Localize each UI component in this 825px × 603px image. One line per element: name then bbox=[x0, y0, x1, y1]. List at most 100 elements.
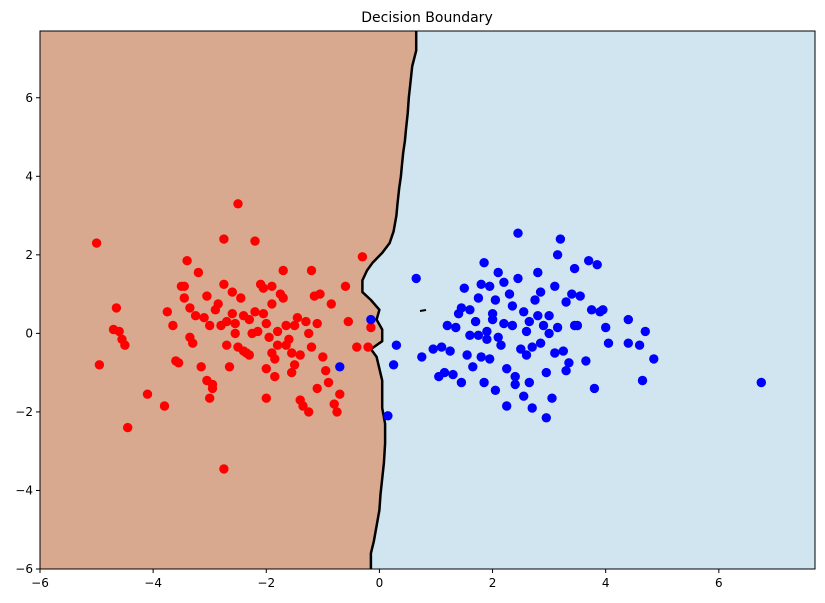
y-tick-label: −4 bbox=[15, 483, 33, 497]
point-red-35 bbox=[224, 362, 235, 372]
point-blue-4 bbox=[391, 340, 402, 350]
point-blue-40 bbox=[519, 307, 529, 317]
point-blue-42 bbox=[524, 316, 534, 327]
point-red-81 bbox=[219, 464, 229, 474]
point-red-65 bbox=[301, 316, 311, 327]
point-blue-13 bbox=[448, 369, 458, 380]
point-blue-48 bbox=[541, 367, 551, 378]
point-blue-0 bbox=[335, 362, 345, 372]
decision-boundary-line bbox=[361, 31, 418, 569]
point-red-100 bbox=[363, 342, 373, 352]
point-blue-6 bbox=[417, 352, 427, 362]
x-tick-label: 0 bbox=[376, 576, 384, 590]
point-blue-85 bbox=[493, 332, 503, 342]
point-red-0 bbox=[91, 238, 102, 248]
point-blue-56 bbox=[564, 358, 574, 368]
point-blue-77 bbox=[541, 413, 551, 423]
point-red-80 bbox=[233, 199, 243, 209]
point-red-74 bbox=[326, 299, 336, 309]
point-red-99 bbox=[357, 252, 368, 262]
point-red-8 bbox=[142, 389, 153, 399]
point-blue-72 bbox=[634, 340, 645, 350]
point-red-82 bbox=[207, 383, 218, 394]
point-red-70 bbox=[315, 289, 325, 299]
point-red-48 bbox=[258, 283, 269, 293]
point-red-72 bbox=[321, 366, 331, 376]
point-blue-65 bbox=[592, 260, 602, 270]
point-blue-3 bbox=[388, 360, 399, 370]
point-red-33 bbox=[219, 279, 229, 289]
point-red-90 bbox=[261, 364, 271, 374]
point-blue-35 bbox=[507, 301, 518, 311]
point-blue-97 bbox=[524, 377, 534, 388]
point-red-96 bbox=[343, 316, 353, 327]
chart-title: Decision Boundary bbox=[361, 10, 492, 26]
point-blue-80 bbox=[502, 364, 512, 374]
point-blue-25 bbox=[479, 377, 489, 388]
point-red-49 bbox=[258, 309, 269, 319]
point-blue-7 bbox=[428, 344, 438, 354]
point-blue-90 bbox=[465, 330, 475, 340]
point-blue-44 bbox=[530, 295, 540, 305]
point-blue-78 bbox=[487, 314, 498, 325]
point-blue-62 bbox=[584, 256, 594, 266]
point-red-101 bbox=[366, 322, 376, 333]
point-red-78 bbox=[267, 299, 277, 309]
point-blue-88 bbox=[544, 328, 554, 339]
point-red-20 bbox=[188, 338, 198, 348]
point-blue-30 bbox=[493, 267, 503, 278]
point-blue-89 bbox=[561, 366, 571, 376]
point-red-45 bbox=[250, 236, 260, 246]
point-blue-46 bbox=[535, 338, 546, 348]
point-red-16 bbox=[182, 256, 192, 266]
point-red-95 bbox=[267, 281, 277, 291]
point-blue-86 bbox=[510, 371, 520, 382]
point-red-92 bbox=[289, 320, 300, 331]
point-red-86 bbox=[304, 407, 314, 417]
point-blue-64 bbox=[589, 383, 600, 394]
point-blue-5 bbox=[411, 273, 421, 284]
point-red-32 bbox=[219, 234, 229, 244]
point-blue-69 bbox=[603, 338, 614, 348]
point-blue-58 bbox=[569, 263, 580, 274]
point-red-51 bbox=[264, 332, 274, 342]
point-red-9 bbox=[159, 401, 170, 411]
point-red-93 bbox=[222, 316, 232, 327]
point-red-23 bbox=[196, 362, 206, 372]
point-blue-57 bbox=[567, 289, 577, 299]
point-blue-54 bbox=[558, 346, 568, 356]
point-blue-47 bbox=[538, 320, 549, 331]
point-red-46 bbox=[253, 326, 263, 337]
point-blue-45 bbox=[533, 267, 543, 278]
point-blue-52 bbox=[552, 250, 563, 260]
point-blue-11 bbox=[442, 320, 452, 331]
point-blue-99 bbox=[490, 295, 501, 305]
point-blue-2 bbox=[383, 411, 393, 421]
point-blue-61 bbox=[581, 356, 591, 366]
point-blue-93 bbox=[533, 311, 543, 321]
point-red-50 bbox=[261, 318, 271, 329]
point-red-18 bbox=[179, 293, 189, 303]
scatter-points bbox=[91, 199, 766, 474]
x-tick-label: 6 bbox=[715, 576, 723, 590]
point-blue-19 bbox=[465, 305, 475, 315]
point-red-88 bbox=[306, 265, 317, 276]
point-blue-55 bbox=[561, 297, 571, 307]
y-axis: −6 −4 −2 0 2 4 6 bbox=[15, 91, 40, 576]
point-red-2 bbox=[111, 303, 122, 313]
point-red-53 bbox=[270, 354, 280, 364]
point-red-13 bbox=[173, 358, 184, 368]
point-blue-34 bbox=[504, 289, 515, 299]
point-blue-96 bbox=[507, 320, 518, 331]
point-blue-53 bbox=[555, 234, 566, 244]
point-red-60 bbox=[287, 348, 297, 358]
point-blue-1 bbox=[366, 314, 376, 325]
point-red-89 bbox=[227, 309, 237, 319]
point-blue-33 bbox=[502, 401, 512, 411]
point-red-66 bbox=[304, 328, 314, 339]
point-blue-22 bbox=[473, 330, 484, 340]
point-blue-37 bbox=[513, 228, 523, 238]
point-red-58 bbox=[281, 320, 291, 331]
point-red-75 bbox=[329, 399, 339, 409]
